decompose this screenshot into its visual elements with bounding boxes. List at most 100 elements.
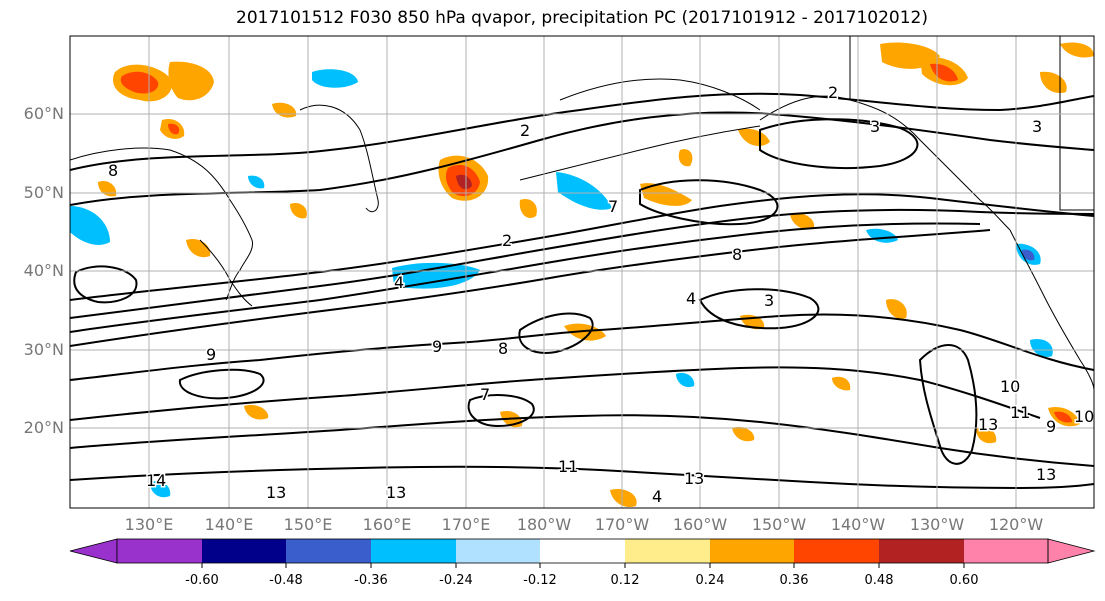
lon-label-130w: 130°W [909, 515, 965, 534]
lon-label-170w: 170°W [594, 515, 650, 534]
precip-shading [70, 42, 1094, 508]
shade-orange-16 [886, 299, 907, 319]
colorbar-label: 0.12 [610, 573, 640, 588]
contour-label: 13 [1036, 465, 1056, 484]
shade-sky-7 [1030, 338, 1053, 358]
colorbar-bin [456, 539, 540, 563]
contour-label: 14 [146, 471, 166, 490]
colorbar-bin [540, 539, 625, 563]
map-title: 2017101512 F030 850 hPa qvapor, precipit… [236, 8, 928, 28]
contour-9-south [70, 313, 1094, 381]
shade-orange-24 [732, 426, 755, 442]
contour-label: 10 [1000, 377, 1020, 396]
colorbar-extend-right [1047, 538, 1096, 564]
shade-orange-23 [976, 426, 997, 444]
contour-label: 7 [608, 197, 618, 216]
shade-orange-9 [738, 128, 770, 146]
contour-7-belt [70, 222, 981, 333]
colorbar-extend-left [69, 538, 118, 564]
lon-label-160e: 160°E [362, 515, 412, 534]
contour-labels: 2 2 2 3 3 3 4 4 4 7 7 8 8 8 9 9 9 10 10 … [107, 82, 1095, 508]
shade-orange-14 [1060, 42, 1094, 58]
coast-aleutians [519, 125, 761, 181]
contour-3-north [70, 111, 1094, 206]
contour-label: 8 [108, 161, 118, 180]
colorbar-bin [794, 539, 879, 563]
contour-6-belt [70, 209, 1094, 319]
contour-loop-3 [518, 312, 594, 354]
contour-label: 3 [870, 117, 880, 136]
lon-label-150e: 150°E [283, 515, 333, 534]
shade-sky-2 [556, 172, 612, 210]
shade-blue-5 [1022, 249, 1035, 261]
shade-orange-21 [244, 404, 269, 420]
shade-sky-3 [392, 262, 480, 289]
contour-label: 9 [1046, 417, 1056, 436]
contour-label: 8 [498, 339, 508, 358]
shade-darkred-1 [456, 174, 472, 190]
contour-4-belt [70, 193, 1094, 301]
contour-8-belt [70, 229, 991, 347]
lon-label-120w: 120°W [988, 515, 1044, 534]
colorbar-bin [202, 539, 286, 563]
contour-label: 8 [732, 245, 742, 264]
contour-label: 11 [1010, 403, 1030, 422]
lat-label-50n: 50°N [23, 183, 64, 202]
shade-orange-27 [832, 376, 851, 391]
shade-sky-4 [70, 206, 110, 245]
shade-orange-10 [186, 238, 211, 258]
contour-loop-8 [73, 265, 138, 304]
plot-border [69, 35, 1095, 509]
coast-kamchatka [299, 104, 379, 213]
colorbar-label: 0.60 [949, 573, 979, 588]
lat-label-30n: 30°N [23, 340, 64, 359]
contour-label: 10 [1074, 407, 1094, 426]
shade-orange-7 [640, 183, 692, 206]
shade-orange-2 [168, 61, 214, 101]
contour-label: 7 [480, 385, 490, 404]
contour-label: 9 [432, 337, 442, 356]
colorbar-label: -0.60 [185, 573, 219, 588]
colorbar-bin [879, 539, 964, 563]
lat-label-60n: 60°N [23, 104, 64, 123]
contour-loop-6 [759, 118, 919, 169]
colorbar-bin [964, 539, 1048, 563]
colorbar-outline [116, 538, 1049, 564]
lon-label-180w: 180°W [516, 515, 572, 534]
colorbar-label: 0.36 [779, 573, 809, 588]
colorbar-bin [710, 539, 794, 563]
lon-label-160w: 160°W [672, 515, 728, 534]
lon-label-150w: 150°W [751, 515, 807, 534]
qvapor-contours [70, 92, 1094, 490]
contour-label: 3 [1032, 117, 1042, 136]
lon-label-130e: 130°E [124, 515, 174, 534]
lon-label-140e: 140°E [204, 515, 254, 534]
coast-asia [70, 147, 254, 301]
contour-label: 3 [764, 291, 774, 310]
lat-label-20n: 20°N [23, 418, 64, 437]
contour-label: 2 [828, 83, 838, 102]
gridlines [70, 36, 1094, 508]
contour-label: 4 [652, 487, 662, 506]
shade-orange-15 [790, 212, 815, 230]
shade-orange-22 [610, 488, 637, 508]
coast-bering [559, 78, 761, 111]
contour-2-north [70, 92, 1094, 171]
shade-orange-25 [290, 202, 307, 219]
contour-label: 13 [386, 483, 406, 502]
colorbar [69, 538, 1096, 568]
shade-red-5 [1054, 411, 1072, 423]
contour-label: 2 [502, 231, 512, 250]
lon-label-140w: 140°W [830, 515, 886, 534]
colorbar-label: -0.12 [523, 573, 557, 588]
contour-loop-1 [639, 179, 779, 226]
colorbar-label: -0.48 [269, 573, 303, 588]
shade-sky-9 [248, 175, 265, 189]
contour-label: 13 [266, 483, 286, 502]
contour-loop-2 [698, 288, 820, 330]
contour-label: 2 [520, 121, 530, 140]
colorbar-label: 0.48 [864, 573, 894, 588]
colorbar-bin [286, 539, 371, 563]
contour-10-south [70, 366, 1041, 421]
